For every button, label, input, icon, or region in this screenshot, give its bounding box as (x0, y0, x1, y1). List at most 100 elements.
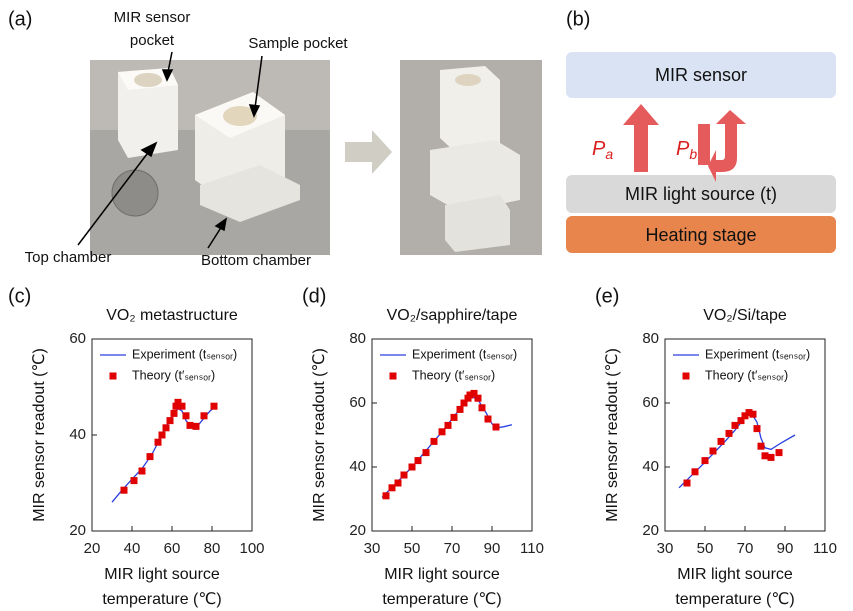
x-tick-label: 60 (164, 540, 181, 557)
data-point (485, 416, 492, 423)
chart-title: VO₂/sapphire/tape (387, 307, 518, 324)
panel-label: (c) (8, 285, 31, 307)
data-point (493, 424, 500, 431)
data-point (758, 443, 765, 450)
y-tick-label: 20 (349, 522, 366, 539)
data-point (179, 403, 186, 410)
data-point (131, 477, 138, 484)
annotation: Bottom chamber (201, 252, 311, 269)
x-axis-label: temperature (℃) (382, 591, 501, 608)
y-tick-label: 40 (642, 458, 659, 475)
data-point (702, 457, 709, 464)
photo-left (90, 60, 330, 255)
data-point (457, 406, 464, 413)
annotation: Top chamber (25, 249, 112, 266)
y-tick-label: 80 (349, 330, 366, 347)
x-tick-label: 40 (124, 540, 141, 557)
data-point (147, 453, 154, 460)
annotation: Sample pocket (248, 35, 348, 52)
x-tick-label: 50 (404, 540, 421, 557)
x-tick-label: 70 (444, 540, 461, 557)
y-tick-label: 20 (642, 522, 659, 539)
x-tick-label: 90 (777, 540, 794, 557)
data-point (732, 422, 739, 429)
x-axis-label: MIR light source (104, 566, 220, 583)
data-point (750, 411, 757, 418)
chart-title: VO₂/Si/tape (703, 307, 787, 324)
y-axis-label: MIR sensor readout (℃) (311, 348, 328, 522)
data-point (167, 417, 174, 424)
panel-label: (a) (8, 8, 32, 30)
data-point (475, 395, 482, 402)
annotation: pocket (130, 32, 175, 49)
x-tick-label: 50 (697, 540, 714, 557)
data-point (479, 404, 486, 411)
data-point (183, 412, 190, 419)
x-axis-label: MIR light source (384, 566, 500, 583)
x-axis-label: temperature (℃) (675, 591, 794, 608)
annotation: MIR sensor (114, 9, 191, 26)
legend-marker (110, 373, 117, 380)
x-tick-label: 30 (364, 540, 381, 557)
data-point (431, 438, 438, 445)
data-point (768, 454, 775, 461)
data-point (718, 438, 725, 445)
data-point (187, 422, 194, 429)
data-point (445, 422, 452, 429)
legend-label: Theory (t′ₛₑₙₛₒᵣ) (412, 368, 495, 382)
data-point (389, 484, 396, 491)
diagram-label: MIR sensor (655, 65, 747, 85)
y-tick-label: 20 (69, 522, 86, 539)
arrow (708, 110, 746, 182)
data-point (754, 425, 761, 432)
x-tick-label: 110 (520, 540, 544, 557)
y-axis-label: MIR sensor readout (℃) (604, 348, 621, 522)
x-tick-label: 30 (657, 540, 674, 557)
data-point (710, 448, 717, 455)
data-point (395, 480, 402, 487)
data-point (211, 403, 218, 410)
data-point (451, 414, 458, 421)
diagram-label: MIR light source (t) (625, 184, 777, 204)
legend-label: Experiment (tₛₑₙₛₒᵣ) (412, 347, 517, 361)
y-tick-label: 40 (69, 426, 86, 443)
x-tick-label: 110 (813, 540, 837, 557)
x-tick-label: 100 (239, 540, 264, 557)
data-line (112, 406, 216, 502)
panel-label: (b) (566, 8, 590, 30)
power-label: Pb (676, 138, 697, 161)
x-axis-label: temperature (℃) (102, 591, 221, 608)
data-point (193, 423, 200, 430)
data-point (762, 452, 769, 459)
data-point (121, 487, 128, 494)
x-tick-label: 20 (84, 540, 101, 557)
legend-label: Theory (t′ₛₑₙₛₒᵣ) (705, 368, 788, 382)
legend-label: Experiment (tₛₑₙₛₒᵣ) (705, 347, 810, 361)
legend-label: Theory (t′ₛₑₙₛₒᵣ) (132, 368, 215, 382)
data-point (423, 449, 430, 456)
data-point (171, 410, 178, 417)
data-point (201, 412, 208, 419)
legend-marker (390, 373, 397, 380)
panel-label: (d) (302, 285, 326, 307)
data-point (409, 464, 416, 471)
legend-label: Experiment (tₛₑₙₛₒᵣ) (132, 347, 237, 361)
power-label: Pa (592, 138, 613, 161)
y-tick-label: 60 (69, 330, 86, 347)
y-axis-label: MIR sensor readout (℃) (31, 348, 48, 522)
y-tick-label: 60 (349, 394, 366, 411)
data-point (684, 480, 691, 487)
data-point (415, 457, 422, 464)
x-axis-label: MIR light source (677, 566, 793, 583)
legend-marker (683, 373, 690, 380)
y-tick-label: 60 (642, 394, 659, 411)
chart-title: VO₂ metastructure (106, 307, 238, 324)
data-point (383, 492, 390, 499)
data-point (439, 428, 446, 435)
data-point (159, 432, 166, 439)
arrow (345, 130, 392, 174)
photo-right (400, 60, 542, 255)
data-point (139, 468, 146, 475)
diagram-label: Heating stage (645, 225, 756, 245)
figure: (a) (b) (c) (d) (e) MIR sensor pocket Sa… (0, 0, 853, 611)
